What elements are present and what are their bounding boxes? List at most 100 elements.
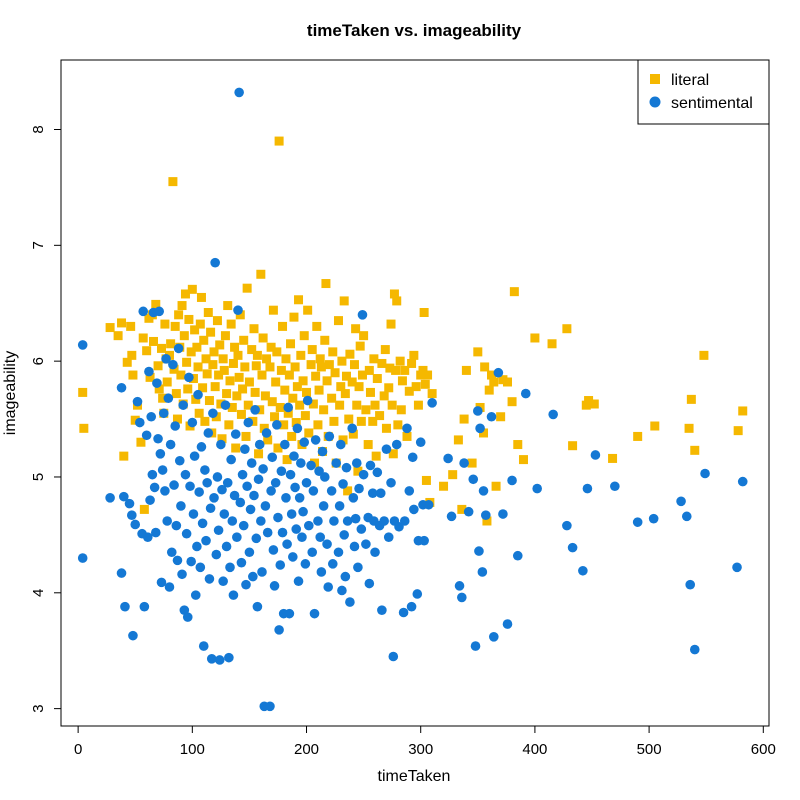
point-literal [686,394,696,404]
point-sentimental [409,504,419,515]
point-literal [282,455,292,465]
point-sentimental [216,439,226,450]
point-sentimental [454,581,465,591]
point-literal [142,346,152,356]
point-literal [363,440,373,450]
point-literal [336,382,346,392]
point-sentimental [273,512,283,523]
point-literal [214,370,224,380]
point-literal [345,349,355,359]
point-literal [389,289,399,299]
point-sentimental [248,571,258,582]
point-sentimental [288,552,298,562]
point-sentimental [229,490,240,501]
point-sentimental [377,605,387,615]
point-sentimental [153,433,163,444]
point-literal [291,418,301,428]
point-sentimental [203,428,214,438]
point-sentimental [116,568,127,578]
point-sentimental [200,465,210,475]
point-sentimental [218,576,228,587]
point-literal [287,431,297,441]
point-literal [243,400,253,410]
y-tick-label: 6 [30,357,47,365]
point-sentimental [356,524,367,534]
point-sentimental [256,516,266,526]
legend-label-literal: literal [671,72,709,89]
point-sentimental [578,565,588,576]
point-sentimental [149,482,160,493]
point-sentimental [357,310,368,320]
point-sentimental [323,582,334,592]
point-sentimental [152,378,162,388]
point-literal [329,416,339,426]
point-literal [160,319,170,329]
point-sentimental [142,532,153,543]
point-sentimental [145,495,155,505]
point-sentimental [415,437,426,448]
point-literal [283,408,293,418]
point-literal [247,345,257,355]
point-sentimental [308,486,319,496]
point-literal [191,394,201,404]
point-sentimental [262,527,273,538]
point-literal [328,347,338,357]
point-sentimental [178,400,188,410]
point-literal [280,385,290,395]
point-literal [225,376,235,386]
point-literal [404,386,414,396]
point-sentimental [237,469,248,480]
point-sentimental [383,532,394,543]
point-literal [217,434,227,444]
point-sentimental [208,408,218,419]
point-literal [530,333,540,343]
point-literal [507,397,517,407]
point-sentimental [154,306,165,317]
point-sentimental [334,501,345,511]
point-sentimental [648,513,659,524]
point-literal [219,365,229,375]
point-sentimental [269,581,280,591]
legend-marker-sentimental [649,96,661,108]
point-sentimental [302,395,313,406]
y-tick-label: 8 [30,125,47,133]
point-sentimental [277,527,288,538]
point-sentimental [459,458,469,468]
point-literal [699,350,709,360]
point-literal [338,435,348,445]
point-sentimental [322,539,332,549]
point-literal [395,356,405,366]
point-sentimental [474,546,484,556]
point-sentimental [190,590,201,600]
point-sentimental [170,421,180,431]
point-sentimental [381,444,392,454]
point-literal [479,428,489,438]
point-literal [467,458,477,468]
point-sentimental [372,467,383,478]
point-sentimental [222,477,233,488]
point-literal [192,342,202,352]
point-literal [164,350,174,360]
point-sentimental [304,520,314,531]
point-literal [684,423,694,433]
point-literal [384,383,394,393]
point-literal [174,310,184,320]
point-sentimental [270,477,281,488]
point-literal [343,486,353,496]
point-literal [228,358,238,368]
point-literal [266,342,276,352]
point-literal [258,333,268,343]
point-sentimental [242,481,252,492]
point-literal [180,289,190,299]
point-literal [439,481,449,491]
point-sentimental [201,535,211,546]
point-sentimental [189,451,200,461]
point-literal [391,365,401,375]
point-sentimental [324,431,335,442]
point-sentimental [202,477,212,488]
point-literal [212,316,222,326]
point-literal [239,335,249,345]
point-literal [284,370,294,380]
point-sentimental [317,446,328,457]
